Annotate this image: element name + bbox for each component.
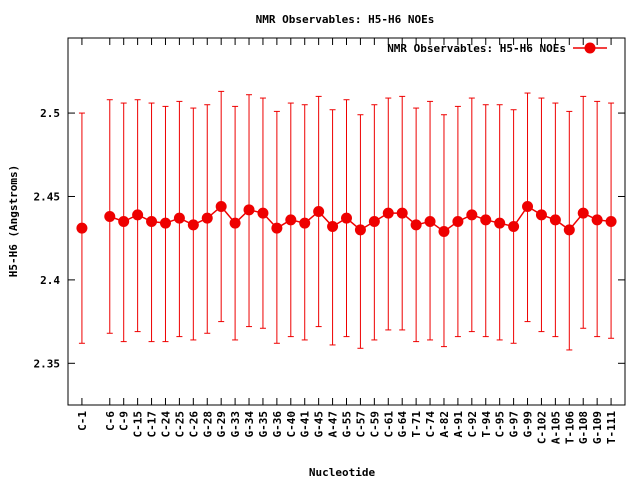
legend: NMR Observables: H5-H6 NOEs xyxy=(387,42,607,55)
x-tick-label: G-33 xyxy=(229,411,242,438)
data-point xyxy=(522,200,534,212)
data-point xyxy=(257,207,269,219)
data-point xyxy=(452,216,464,227)
x-tick-label: C-1 xyxy=(76,411,89,431)
x-tick-label: A-105 xyxy=(549,411,562,444)
data-point xyxy=(159,217,171,229)
data-point xyxy=(382,207,394,219)
data-point xyxy=(146,216,158,227)
x-tick-label: T-71 xyxy=(410,411,423,438)
data-point xyxy=(577,207,589,219)
x-tick-label: C-25 xyxy=(173,411,186,438)
x-tick-label: C-59 xyxy=(368,411,381,438)
x-tick-label: C-40 xyxy=(285,411,298,438)
data-point xyxy=(271,222,283,234)
data-point xyxy=(132,209,144,221)
x-tick-label: C-26 xyxy=(187,411,200,438)
data-point xyxy=(243,204,255,216)
y-tick-label: 2.5 xyxy=(40,107,60,120)
x-tick-label: G-29 xyxy=(215,411,228,438)
data-point xyxy=(368,216,380,227)
data-point xyxy=(424,216,436,227)
x-tick-label: G-45 xyxy=(313,411,326,438)
x-tick-label: G-35 xyxy=(257,411,270,438)
x-tick-label: G-108 xyxy=(577,411,590,444)
legend-marker xyxy=(584,42,596,54)
data-point xyxy=(605,216,617,227)
x-tick-label: G-64 xyxy=(396,411,409,438)
x-tick-label: A-91 xyxy=(452,411,465,438)
x-tick-label: G-36 xyxy=(271,411,284,438)
x-tick-label: T-106 xyxy=(563,411,576,444)
y-axis-label: H5-H6 (Angstroms) xyxy=(7,165,20,278)
data-point xyxy=(535,209,547,221)
data-point xyxy=(299,217,311,229)
data-point xyxy=(494,217,506,229)
data-point xyxy=(104,210,116,222)
data-point xyxy=(466,209,478,221)
data-point xyxy=(173,212,185,224)
x-tick-label: G-34 xyxy=(243,411,256,438)
data-point xyxy=(327,221,339,233)
data-point xyxy=(215,200,227,212)
data-point xyxy=(187,219,199,231)
data-point xyxy=(201,212,213,224)
data-point xyxy=(549,214,561,226)
data-series xyxy=(76,200,617,238)
data-point xyxy=(118,216,130,227)
x-tick-label: C-6 xyxy=(104,411,117,431)
data-point xyxy=(563,224,575,236)
data-point xyxy=(396,207,408,219)
data-point xyxy=(438,226,450,238)
x-tick-label: C-24 xyxy=(159,411,172,438)
data-point xyxy=(508,221,520,233)
data-point xyxy=(591,214,603,226)
x-tick-label: G-99 xyxy=(522,411,535,438)
data-point xyxy=(76,222,88,234)
x-tick-label: C-92 xyxy=(466,411,479,438)
x-tick-label: G-28 xyxy=(201,411,214,438)
x-tick-label: C-95 xyxy=(494,411,507,438)
y-tick-label: 2.45 xyxy=(34,190,61,203)
x-tick-label: C-17 xyxy=(146,411,159,438)
x-tick-label: T-94 xyxy=(480,411,493,438)
x-tick-label: G-55 xyxy=(341,411,354,438)
x-tick-label: C-61 xyxy=(382,411,395,438)
data-point xyxy=(229,217,241,229)
x-tick-label: C-102 xyxy=(535,411,548,444)
x-tick-label: G-97 xyxy=(508,411,521,438)
legend-label: NMR Observables: H5-H6 NOEs xyxy=(387,42,566,55)
x-axis-ticks: C-1 C-6 C-9 C-15 C-17 C-24 C-25 C-26 G-28 G-29 G-3… xyxy=(76,38,618,444)
x-tick-label: G-41 xyxy=(299,411,312,438)
data-point xyxy=(480,214,492,226)
data-point xyxy=(410,219,422,231)
x-tick-label: C-57 xyxy=(354,411,367,438)
y-axis-ticks: 2.35 2.4 2.45 2.5 xyxy=(34,107,625,370)
x-tick-label: C-15 xyxy=(132,411,145,438)
x-tick-label: C-9 xyxy=(118,411,131,431)
data-point xyxy=(313,205,325,217)
data-point xyxy=(341,212,352,224)
data-point xyxy=(285,214,297,226)
y-tick-label: 2.4 xyxy=(40,274,60,287)
y-tick-label: 2.35 xyxy=(34,357,61,370)
data-point xyxy=(354,224,366,236)
x-tick-label: T-111 xyxy=(605,411,618,444)
x-tick-label: C-74 xyxy=(424,411,437,438)
x-tick-label: A-47 xyxy=(327,411,340,438)
x-axis-label: Nucleotide xyxy=(309,466,376,479)
x-tick-label: A-82 xyxy=(438,411,451,438)
chart-title: NMR Observables: H5-H6 NOEs xyxy=(256,13,435,26)
x-tick-label: G-109 xyxy=(591,411,604,444)
